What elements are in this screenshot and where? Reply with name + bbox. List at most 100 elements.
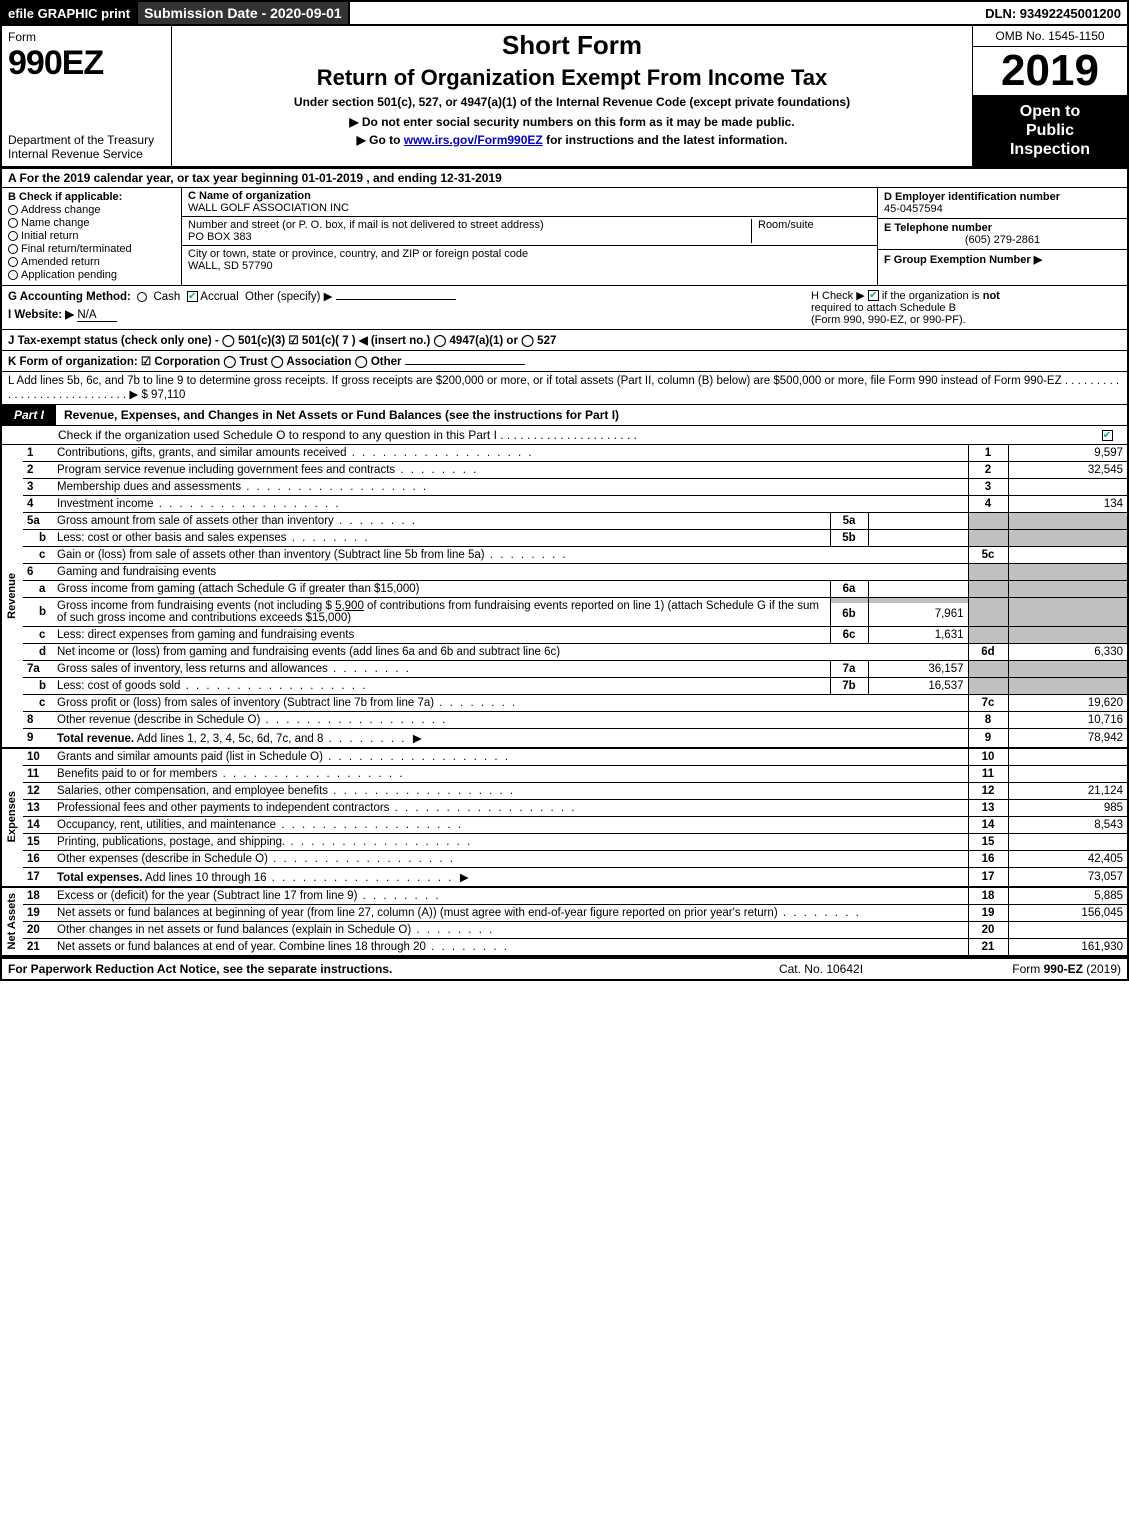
l6d-rno: 6d [968,643,1008,660]
section-def: D Employer identification number 45-0457… [877,188,1127,285]
l5a-midval [868,512,968,529]
b-opt-final[interactable]: Final return/terminated [8,243,175,255]
header-left: Form 990EZ Department of the Treasury In… [2,26,172,166]
l5c-rno: 5c [968,546,1008,563]
l7a-midval: 36,157 [868,660,968,677]
l6a-val-grey [1008,580,1128,597]
org-name: WALL GOLF ASSOCIATION INC [188,202,871,214]
l5c-no: c [23,546,53,563]
section-k: K Form of organization: ☑ Corporation ◯ … [0,351,1129,372]
l6b-amt: 5,900 [335,600,364,612]
line-21: 21 Net assets or fund balances at end of… [1,938,1128,955]
goto-prefix: ▶ Go to [357,133,404,147]
irs-link[interactable]: www.irs.gov/Form990EZ [404,133,543,147]
address: PO BOX 383 [188,231,751,243]
g-other-field[interactable] [336,299,456,300]
b-opt-pending[interactable]: Application pending [8,269,175,281]
l-amount: 97,110 [151,389,185,401]
l15-rno: 15 [968,833,1008,850]
b-opt-address[interactable]: Address change [8,204,175,216]
l20-no: 20 [23,921,53,938]
line-14: 14 Occupancy, rent, utilities, and maint… [1,816,1128,833]
line-18: Net Assets 18 Excess or (deficit) for th… [1,887,1128,905]
l16-val: 42,405 [1008,850,1128,867]
l2-rno: 2 [968,461,1008,478]
g-cash-radio[interactable] [137,292,147,302]
l17-rno: 17 [968,867,1008,887]
header-mid: Short Form Return of Organization Exempt… [172,26,972,166]
line-1: Revenue 1 Contributions, gifts, grants, … [1,445,1128,462]
h-checkbox[interactable] [868,290,879,301]
l6-desc: Gaming and fundraising events [57,566,216,578]
l3-rno: 3 [968,478,1008,495]
part-i-label: Part I [2,405,56,425]
l18-desc: Excess or (deficit) for the year (Subtra… [57,890,441,902]
l7b-rno-grey [968,677,1008,694]
l7b-mid: 7b [830,677,868,694]
l1-no: 1 [23,445,53,462]
b-title: B Check if applicable: [8,191,175,203]
tax-year: 2019 [973,47,1127,96]
l1-rno: 1 [968,445,1008,462]
l21-desc: Net assets or fund balances at end of ye… [57,941,509,953]
form-no-footer: Form 990-EZ (2019) [921,962,1121,976]
k-other-field[interactable] [405,364,525,365]
form-number: 990EZ [8,44,165,83]
l5b-mid: 5b [830,529,868,546]
l2-val: 32,545 [1008,461,1128,478]
b-opt-1: Name change [21,217,90,229]
revenue-side-label: Revenue [1,445,23,748]
dept-line2: Internal Revenue Service [8,147,165,161]
l13-no: 13 [23,799,53,816]
l5b-rno-grey [968,529,1008,546]
part-i-checkbox[interactable] [1102,430,1113,441]
l7b-desc: Less: cost of goods sold [57,680,367,692]
line-20: 20 Other changes in net assets or fund b… [1,921,1128,938]
efile-label[interactable]: efile GRAPHIC print [2,2,138,24]
form-header: Form 990EZ Department of the Treasury In… [0,24,1129,169]
city-label: City or town, state or province, country… [188,248,871,260]
l21-rno: 21 [968,938,1008,955]
l5a-val-grey [1008,512,1128,529]
website-value: N/A [77,309,117,322]
ein-value: 45-0457594 [884,203,1121,215]
do-not-enter-ssn: ▶ Do not enter social security numbers o… [180,115,964,129]
l6a-desc: Gross income from gaming (attach Schedul… [57,583,419,595]
header-right: OMB No. 1545-1150 2019 Open to Public In… [972,26,1127,166]
l5a-rno-grey [968,512,1008,529]
l3-desc: Membership dues and assessments [57,481,428,493]
l7c-rno: 7c [968,694,1008,711]
l19-no: 19 [23,904,53,921]
l5c-val [1008,546,1128,563]
paperwork-notice: For Paperwork Reduction Act Notice, see … [8,962,721,976]
l13-rno: 13 [968,799,1008,816]
l6-no: 6 [23,563,53,580]
l7c-val: 19,620 [1008,694,1128,711]
l14-desc: Occupancy, rent, utilities, and maintena… [57,819,463,831]
l4-no: 4 [23,495,53,512]
netassets-side-label: Net Assets [1,887,23,956]
h-text1: H Check ▶ [811,290,865,302]
open-l3: Inspection [975,140,1125,159]
line-7c: c Gross profit or (loss) from sales of i… [1,694,1128,711]
l12-rno: 12 [968,782,1008,799]
b-opt-amended[interactable]: Amended return [8,256,175,268]
l11-rno: 11 [968,765,1008,782]
b-opt-4: Amended return [21,256,100,268]
l10-val [1008,748,1128,766]
l20-rno: 20 [968,921,1008,938]
line-4: 4 Investment income 4 134 [1,495,1128,512]
g-accrual-check[interactable] [187,291,198,302]
l5b-desc: Less: cost or other basis and sales expe… [57,532,370,544]
c-name-label: C Name of organization [188,190,871,202]
b-opt-0: Address change [21,204,101,216]
l8-val: 10,716 [1008,711,1128,728]
city-state-zip: WALL, SD 57790 [188,260,871,272]
b-opt-name[interactable]: Name change [8,217,175,229]
l9-desc-rest: Add lines 1, 2, 3, 4, 5c, 6d, 7c, and 8 [137,733,324,745]
l19-val: 156,045 [1008,904,1128,921]
l14-val: 8,543 [1008,816,1128,833]
line-7b: b Less: cost of goods sold 7b 16,537 [1,677,1128,694]
b-opt-initial[interactable]: Initial return [8,230,175,242]
l6d-val: 6,330 [1008,643,1128,660]
